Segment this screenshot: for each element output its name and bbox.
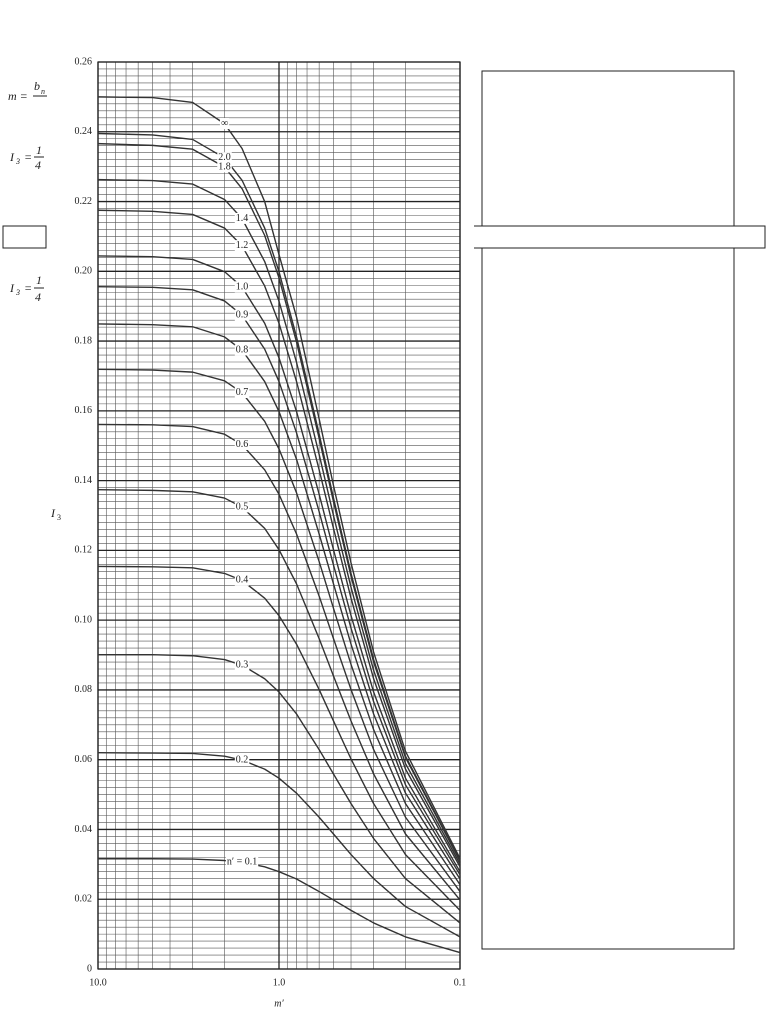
curve (97, 255, 461, 873)
y-tick-label: 0.14 (75, 475, 93, 486)
y-axis-label: I (50, 506, 56, 520)
y-tick-label: 0.08 (75, 684, 93, 695)
note-numerator: 1 (36, 143, 42, 157)
left-note: m = b n (8, 79, 47, 103)
note-numerator: b (34, 79, 40, 93)
curve (97, 178, 461, 865)
curve-label-bg (234, 309, 250, 321)
y-tick-label: 0.18 (75, 335, 93, 346)
x-axis-label: m′ (274, 998, 284, 1009)
note-sub: 3 (15, 157, 20, 166)
left-note: I 3 = 1 4 (9, 273, 44, 304)
curve (97, 96, 461, 859)
frame-box (481, 70, 735, 950)
frame-band-left (2, 225, 47, 249)
note-eq: = (24, 281, 32, 295)
curve-label: 0.9 (236, 310, 249, 321)
y-tick-label: 0.24 (75, 126, 93, 137)
curve-label: 0.3 (236, 659, 249, 670)
curve-label: ∞ (221, 118, 228, 129)
y-tick-label: 0.10 (75, 614, 93, 625)
y-axis-label-sub: 3 (57, 513, 61, 522)
curve (98, 858, 461, 954)
plot-frame (97, 61, 461, 970)
curve-label-bg (217, 152, 232, 164)
y-tick-label: 0.12 (75, 545, 93, 556)
note-eq: = (24, 150, 32, 164)
curve (97, 368, 461, 885)
curve (97, 285, 461, 876)
curve-label-bg (217, 161, 232, 173)
curve-label: 2.0 (218, 152, 231, 163)
curve-label-bg (234, 387, 250, 399)
curve-label-bg (234, 754, 250, 766)
x-tick-label: 0.1 (454, 977, 467, 988)
curve-label: 0.2 (236, 754, 249, 765)
note-denominator: 4 (35, 290, 41, 304)
curve-label: 1.4 (236, 213, 249, 224)
curve-label: 0.7 (236, 387, 249, 398)
note-sub: 3 (15, 288, 20, 297)
note-lead: I (9, 281, 15, 295)
curve-label: 1.8 (218, 161, 231, 172)
x-tick-label: 1.0 (273, 977, 286, 988)
curve-label: 0.5 (236, 501, 249, 512)
curve-label-bg (234, 501, 250, 513)
curve-label: n′ = 0.1 (227, 857, 257, 868)
curve-label: 0.6 (236, 439, 249, 450)
curve (97, 565, 461, 911)
curve-label-bg (234, 659, 250, 671)
curve-label: 0.8 (236, 344, 249, 355)
note-numerator: 1 (36, 273, 42, 287)
curve-label: 0.4 (236, 575, 249, 586)
frame-band-right (474, 225, 766, 249)
curve-label-bg (234, 212, 250, 224)
curve-label: 1.2 (236, 240, 249, 251)
curve (97, 752, 461, 938)
curve-label-bg (225, 856, 259, 868)
y-tick-label: 0.22 (75, 196, 93, 207)
curve (97, 209, 461, 868)
curve-label-bg (234, 344, 250, 356)
x-tick-label: 10.0 (89, 977, 107, 988)
curve (98, 653, 461, 924)
curve (97, 423, 461, 892)
y-tick-label: 0.20 (75, 266, 93, 277)
curve-label-bg (234, 281, 250, 293)
y-tick-label: 0.16 (75, 405, 93, 416)
curve-label-bg (219, 118, 230, 130)
y-tick-label: 0.02 (75, 894, 93, 905)
curve (97, 323, 461, 880)
note-denominator: 4 (35, 158, 41, 172)
y-tick-label: 0.06 (75, 754, 93, 765)
note-lead: I (9, 150, 15, 164)
plot: 0 0.02 0.04 0.06 0.08 0.10 0.12 0.14 0.16 0.18 0.2… (50, 56, 466, 1009)
note-sub: n (41, 87, 45, 96)
y-tick-label: 0.04 (75, 824, 93, 835)
y-tick-label: 0.26 (75, 56, 93, 67)
left-note: I 3 = 1 4 (9, 143, 44, 172)
curve (97, 142, 461, 862)
curve-label-bg (234, 438, 250, 450)
curve-label: 1.0 (236, 281, 249, 292)
y-tick-label: 0 (87, 963, 92, 974)
note-lead: m = (8, 89, 28, 103)
curve-label-bg (234, 240, 250, 252)
curve (97, 488, 461, 901)
curve-label-bg (234, 574, 250, 586)
